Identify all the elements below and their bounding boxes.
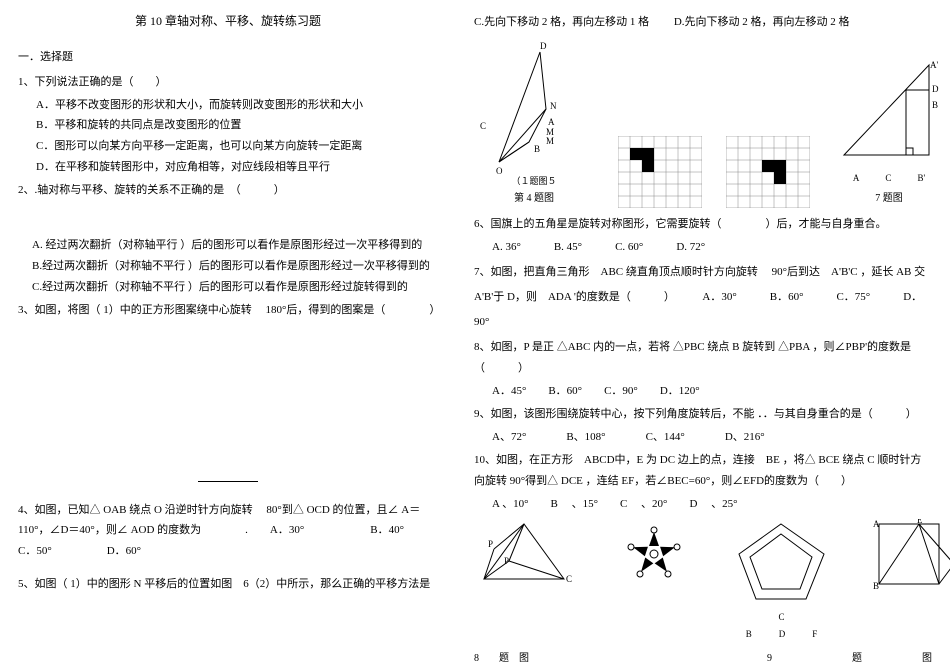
fig-pentagon-c: C (734, 609, 829, 626)
q6-opts: A. 36° B. 45° C. 60° D. 72° (492, 237, 932, 258)
svg-text:B: B (873, 581, 879, 591)
q1-opt-a: A．平移不改变图形的形状和大小，而旋转则改变图形的形状和大小 (36, 95, 438, 116)
q4: 4、如图，已知△ OAB 绕点 O 沿逆时针方向旋转 80°到△ OCD 的位置… (18, 500, 438, 563)
left-column: 第 10 章轴对称、平移、旋转练习题 一．选择题 1、下列说法正确的是（ ） A… (0, 0, 456, 671)
fig9 (614, 519, 694, 589)
grid-fig-2 (726, 136, 810, 208)
figure-placeholder-blank (18, 323, 438, 473)
svg-text:B: B (932, 100, 938, 110)
fig9-caption: 9 题 图 (767, 649, 932, 668)
fig8-caption: 8 题 图 (474, 649, 529, 668)
q10-opts: A 、10° B 、15° C 、20° D 、25° (492, 494, 932, 515)
svg-text:A': A' (930, 60, 938, 70)
q9-opt-b: B、108° (566, 427, 605, 448)
fig4-vertical-caption: （１题图５ (474, 177, 594, 187)
q5-opt-d: D.先向下移动 2 格，再向左移动 2 格 (674, 16, 850, 28)
fig8: P P C (474, 519, 574, 589)
fig7-label-A: A (853, 170, 860, 187)
q5-opt-c: C.先向下移动 2 格，再向左移动 1 格 (474, 16, 649, 28)
q1: 1、下列说法正确的是（ ） (18, 72, 438, 93)
q2-opt-a: A. 经过两次翻折（对称轴平行 ）后的图形可以看作是原图形经过一次平移得到的 (32, 235, 438, 256)
grid-fig-1 (618, 136, 702, 208)
q1-opt-d: D．在平移和旋转图形中，对应角相等，对应线段相等且平行 (36, 157, 438, 178)
svg-text:P: P (504, 556, 509, 566)
fig10: E A B (869, 519, 950, 599)
fig-pentagon: C B D F (734, 519, 829, 643)
svg-text:O: O (496, 166, 503, 176)
svg-text:C: C (480, 121, 486, 131)
svg-text:D: D (932, 84, 939, 94)
q3: 3、如图，将图（ 1）中的正方形图案绕中心旋转 180°后，得到的图案是（ ） (18, 300, 438, 321)
svg-text:B: B (534, 144, 540, 154)
q8: 8、如图，P 是正 △ABC 内的一点，若将 △PBC 绕点 B 旋转到 △PB… (474, 337, 932, 379)
q5: 5、如图（ 1）中的图形 N 平移后的位置如图 6（2）中所示，那么正确的平移方… (18, 574, 438, 595)
q2-opt-c: C.经过两次翻折（对称轴不平行 ）后的图形可以看作是原图形经过旋转得到的 (32, 277, 438, 298)
q9-opt-a: A、72° (492, 427, 526, 448)
q10: 10、如图，在正方形 ABCD中，E 为 DC 边上的点，连接 BE ，将△ B… (474, 450, 932, 492)
svg-text:N: N (550, 101, 557, 111)
svg-text:M: M (546, 136, 554, 146)
q9-opt-c: C、144° (646, 427, 685, 448)
svg-text:C: C (566, 574, 572, 584)
q8-opts: A．45° B．60° C．90° D．120° (492, 381, 932, 402)
figure-row-top: D C O N A M M B （１题图５ 第 4 题图 (474, 37, 932, 208)
q5-opts-cd: C.先向下移动 2 格，再向左移动 1 格 D.先向下移动 2 格，再向左移动 … (474, 12, 932, 33)
fig-pentagon-bdf: B D F (734, 626, 829, 643)
q1-opt-c: C．图形可以向某方向平移一定距离，也可以向某方向旋转一定距离 (36, 136, 438, 157)
bottom-captions: 8 题 图 9 题 图 (474, 649, 932, 668)
q2-opt-b: B.经过两次翻折（对称轴不平行 ）后的图形可以看作是原图形经过一次平移得到的 (32, 256, 438, 277)
fig7-caption: 7 题图 (834, 189, 944, 208)
svg-text:D: D (540, 41, 547, 51)
q9: 9、如图，该图形围绕旋转中心，按下列角度旋转后，不能 ．．与其自身重合的是（ ） (474, 404, 932, 425)
svg-text:A: A (873, 519, 880, 529)
svg-text:A: A (548, 117, 555, 127)
doc-title: 第 10 章轴对称、平移、旋转练习题 (18, 10, 438, 33)
fig7-triangle: A' D B A C B' 7 题图 (834, 60, 944, 208)
q9-opt-d: D、216° (725, 427, 765, 448)
svg-text:E: E (917, 519, 923, 525)
q1-opt-b: B．平移和旋转的共同点是改变图形的位置 (36, 115, 438, 136)
fig7-label-Bp: B' (917, 170, 925, 187)
q6: 6、国旗上的五角星是旋转对称图形，它需要旋转（ ）后，才能与自身重合。 (474, 214, 932, 235)
figure-row-bottom: P P C (474, 519, 932, 643)
svg-text:P: P (488, 539, 493, 549)
section-heading: 一．选择题 (18, 47, 438, 68)
fig4-caption: 第 4 题图 (474, 189, 594, 208)
q9-opts: A、72° B、108° C、144° D、216° (492, 427, 932, 448)
q7: 7、如图，把直角三角形 ABC 绕直角顶点顺时针方向旋转 90°后到达 A'B'… (474, 260, 932, 336)
fig7-label-C: C (885, 170, 891, 187)
divider (198, 481, 258, 482)
right-column: C.先向下移动 2 格，再向左移动 1 格 D.先向下移动 2 格，再向左移动 … (456, 0, 950, 671)
q2: 2、.轴对称与平移、旋转的关系不正确的是 （ ） (18, 180, 438, 201)
fig4-triangle: D C O N A M M B （１题图５ 第 4 题图 (474, 37, 594, 208)
